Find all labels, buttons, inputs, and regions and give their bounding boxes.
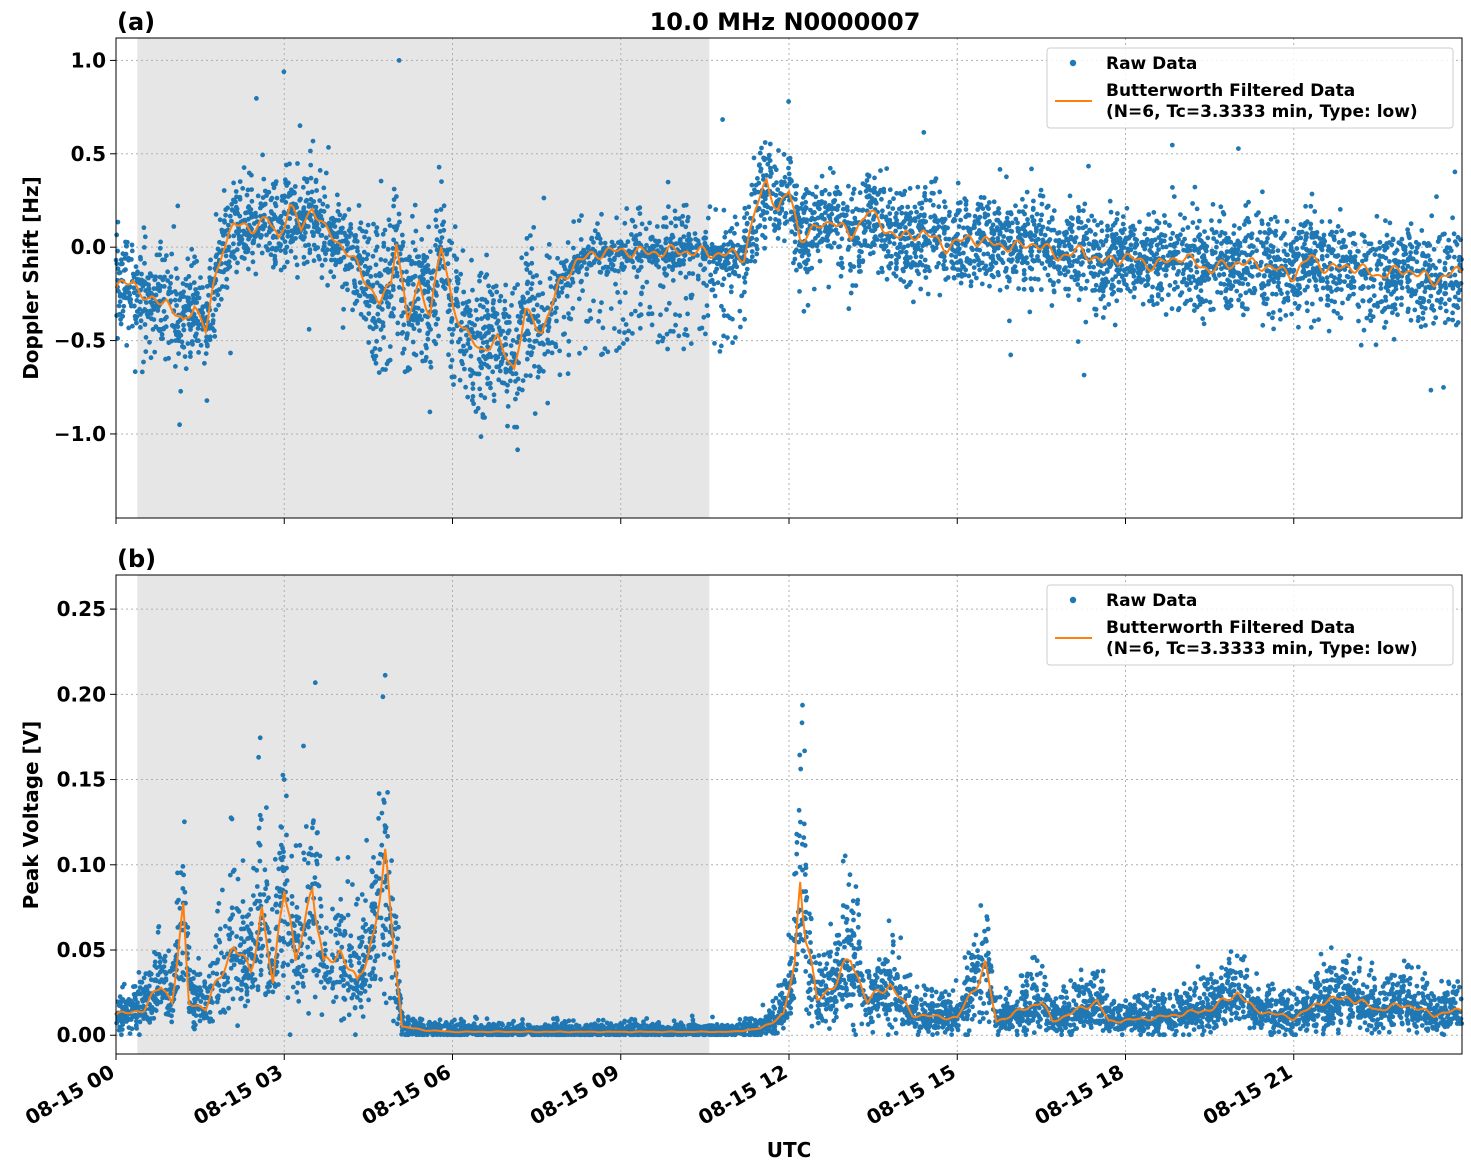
legend-a: Raw Data Butterworth Filtered Data (N=6,… <box>1046 47 1454 129</box>
filtered-data-line <box>115 848 1463 1034</box>
figure-title: 10.0 MHz N0000007 <box>650 8 921 36</box>
legend-box-b <box>1046 584 1454 666</box>
x-tick-labels: 08-15 00 08-15 03 08-15 06 08-15 09 08-15 12… <box>21 1060 1296 1130</box>
y-tick-label: 0.15 <box>57 768 106 792</box>
filtered-data-line <box>115 177 1463 372</box>
y-tick-label: 0.05 <box>57 938 106 962</box>
y-tick-labels-b: 0.25 0.20 0.15 0.10 0.05 0.00 <box>57 597 106 1047</box>
x-tick-label: 08-15 21 <box>1199 1060 1297 1130</box>
night-shaded-region <box>137 575 710 1054</box>
y-tick-labels-a: 1.0 0.5 0.0 −0.5 −1.0 <box>54 48 106 446</box>
plot-area-b <box>110 574 1465 1060</box>
legend-marker-raw-b <box>1069 596 1077 604</box>
panel-b: (b) Peak Voltage [V] 0.25 0.20 0.15 0.10 0.0… <box>19 545 1465 1162</box>
x-tick-label: 08-15 09 <box>526 1060 624 1130</box>
raw-data-points <box>113 57 1464 453</box>
axes-frame <box>115 37 1463 519</box>
y-axis-label-a: Doppler Shift [Hz] <box>19 176 43 380</box>
y-axis-label-b: Peak Voltage [V] <box>19 721 43 910</box>
legend-label-params-b: (N=6, Tc=3.3333 min, Type: low) <box>1106 639 1418 659</box>
legend-label-raw-a: Raw Data <box>1106 54 1197 74</box>
panel-label-b: (b) <box>117 545 156 573</box>
legend-box-a <box>1046 47 1454 129</box>
legend-label-filtered-b: Butterworth Filtered Data <box>1106 618 1355 638</box>
panel-a: (a) Doppler Shift [Hz] 1.0 0.5 0.0 −0.5 −1.0… <box>19 8 1464 524</box>
axes-frame <box>115 574 1463 1055</box>
legend-label-raw-b: Raw Data <box>1106 591 1197 611</box>
y-tick-label: 0.00 <box>57 1023 106 1047</box>
x-axis-label: UTC <box>767 1138 812 1162</box>
x-tick-label: 08-15 06 <box>357 1060 455 1130</box>
y-tick-label: 1.0 <box>71 48 106 72</box>
y-tick-label: 0.10 <box>57 853 106 877</box>
x-tick-label: 08-15 18 <box>1030 1060 1128 1130</box>
x-tick-label: 08-15 00 <box>21 1060 119 1130</box>
x-tick-label: 08-15 12 <box>694 1060 792 1130</box>
legend-marker-raw-a <box>1069 59 1077 67</box>
legend-label-params-a: (N=6, Tc=3.3333 min, Type: low) <box>1106 102 1418 122</box>
x-tick-label: 08-15 15 <box>862 1060 960 1130</box>
x-tick-label: 08-15 03 <box>189 1060 287 1130</box>
y-tick-label: −1.0 <box>54 422 106 446</box>
plot-area-a <box>110 37 1464 524</box>
y-tick-label: 0.0 <box>71 235 106 259</box>
y-tick-label: 0.25 <box>57 597 106 621</box>
y-tick-label: 0.20 <box>57 682 106 706</box>
panel-label-a: (a) <box>117 8 155 36</box>
y-tick-label: 0.5 <box>71 142 106 166</box>
y-tick-label: −0.5 <box>54 329 106 353</box>
legend-label-filtered-a: Butterworth Filtered Data <box>1106 81 1355 101</box>
legend-b: Raw Data Butterworth Filtered Data (N=6,… <box>1046 584 1454 666</box>
raw-data-scatter <box>113 57 1464 453</box>
